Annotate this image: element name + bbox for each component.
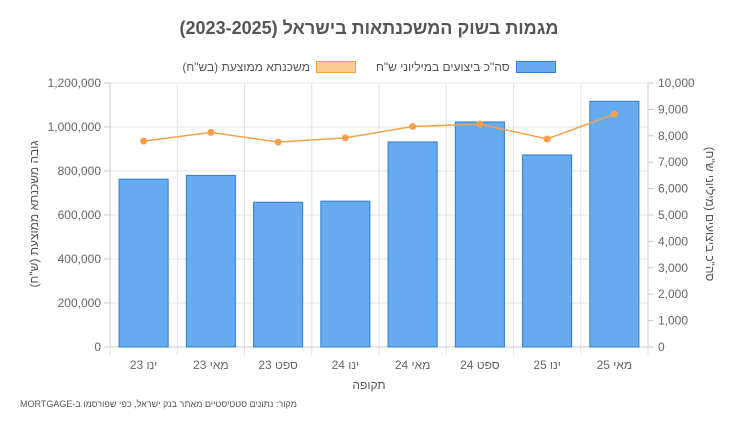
y-tick-label-left: 0 — [94, 340, 101, 354]
x-tick-label: מאי 24 — [395, 358, 431, 372]
bar — [522, 154, 573, 348]
bar — [454, 121, 505, 348]
y-tick-label-left: 1,000,000 — [48, 120, 102, 134]
bar — [118, 178, 169, 348]
legend-label-line: משכנתא ממוצעת (בש"ח) — [182, 60, 310, 74]
x-axis-label: תקופה — [352, 378, 386, 392]
x-tick-label: מאי 23 — [193, 358, 229, 372]
legend-swatch-bars — [515, 61, 556, 73]
x-tick-label: ספט 24 — [460, 358, 500, 372]
legend-label-bars: סה"כ ביצועים במיליוני ש"ח — [375, 60, 510, 74]
bar — [589, 100, 640, 348]
chart-legend: סה"כ ביצועים במיליוני ש"ח משכנתא ממוצעת … — [0, 58, 738, 76]
y-tick-label-right: 2,000 — [658, 287, 688, 301]
y-tick-label-right: 6,000 — [658, 182, 688, 196]
line-point — [274, 138, 282, 146]
y-axis-right-label: סה"כ ביצועים (מיליוני ש"ח) — [703, 146, 717, 282]
line-point — [409, 123, 417, 131]
y-tick-label-right: 7,000 — [658, 155, 688, 169]
y-tick-label-right: 1,000 — [658, 314, 688, 328]
y-tick-label-right: 3,000 — [658, 261, 688, 275]
bar — [320, 200, 371, 348]
legend-swatch-line — [315, 61, 356, 73]
y-tick-label-left: 600,000 — [58, 208, 102, 222]
line-point — [543, 135, 551, 143]
y-tick-label-left: 400,000 — [58, 252, 102, 266]
bar — [185, 174, 236, 348]
y-tick-label-right: 5,000 — [658, 208, 688, 222]
line-point — [140, 137, 148, 145]
legend-item-line[interactable]: משכנתא ממוצעת (בש"ח) — [182, 60, 356, 74]
x-tick-label: ספט 23 — [258, 358, 298, 372]
y-tick-label-right: 0 — [658, 340, 665, 354]
x-tick-label: מאי 25 — [597, 358, 633, 372]
y-tick-label-left: 1,200,000 — [48, 76, 102, 90]
chart-title: מגמות בשוק המשכנתאות בישראל (2023-2025) — [179, 18, 559, 38]
line-point — [610, 110, 618, 118]
bar — [253, 201, 304, 348]
line-point — [476, 120, 484, 128]
line-series — [143, 113, 615, 143]
y-tick-label-right: 10,000 — [658, 76, 695, 90]
y-tick-label-right: 9,000 — [658, 102, 688, 116]
x-tick-label: ינו 24 — [332, 358, 360, 372]
x-tick-label: ינו 25 — [533, 358, 561, 372]
line-point — [207, 128, 215, 136]
bar — [387, 141, 438, 348]
legend-item-bars[interactable]: סה"כ ביצועים במיליוני ש"ח — [376, 60, 556, 74]
y-tick-label-left: 200,000 — [58, 296, 102, 310]
y-tick-label-right: 8,000 — [658, 129, 688, 143]
line-point — [341, 134, 349, 142]
y-tick-label-right: 4,000 — [658, 234, 688, 248]
y-axis-left-label: גובה משכנתא ממוצעת (ש"ח) — [27, 140, 41, 288]
source-note: מקור: נתונים סטטיסטיים מאתר בנק ישראל, כ… — [20, 399, 297, 409]
x-tick-label: ינו 23 — [130, 358, 158, 372]
y-tick-label-left: 800,000 — [58, 164, 102, 178]
